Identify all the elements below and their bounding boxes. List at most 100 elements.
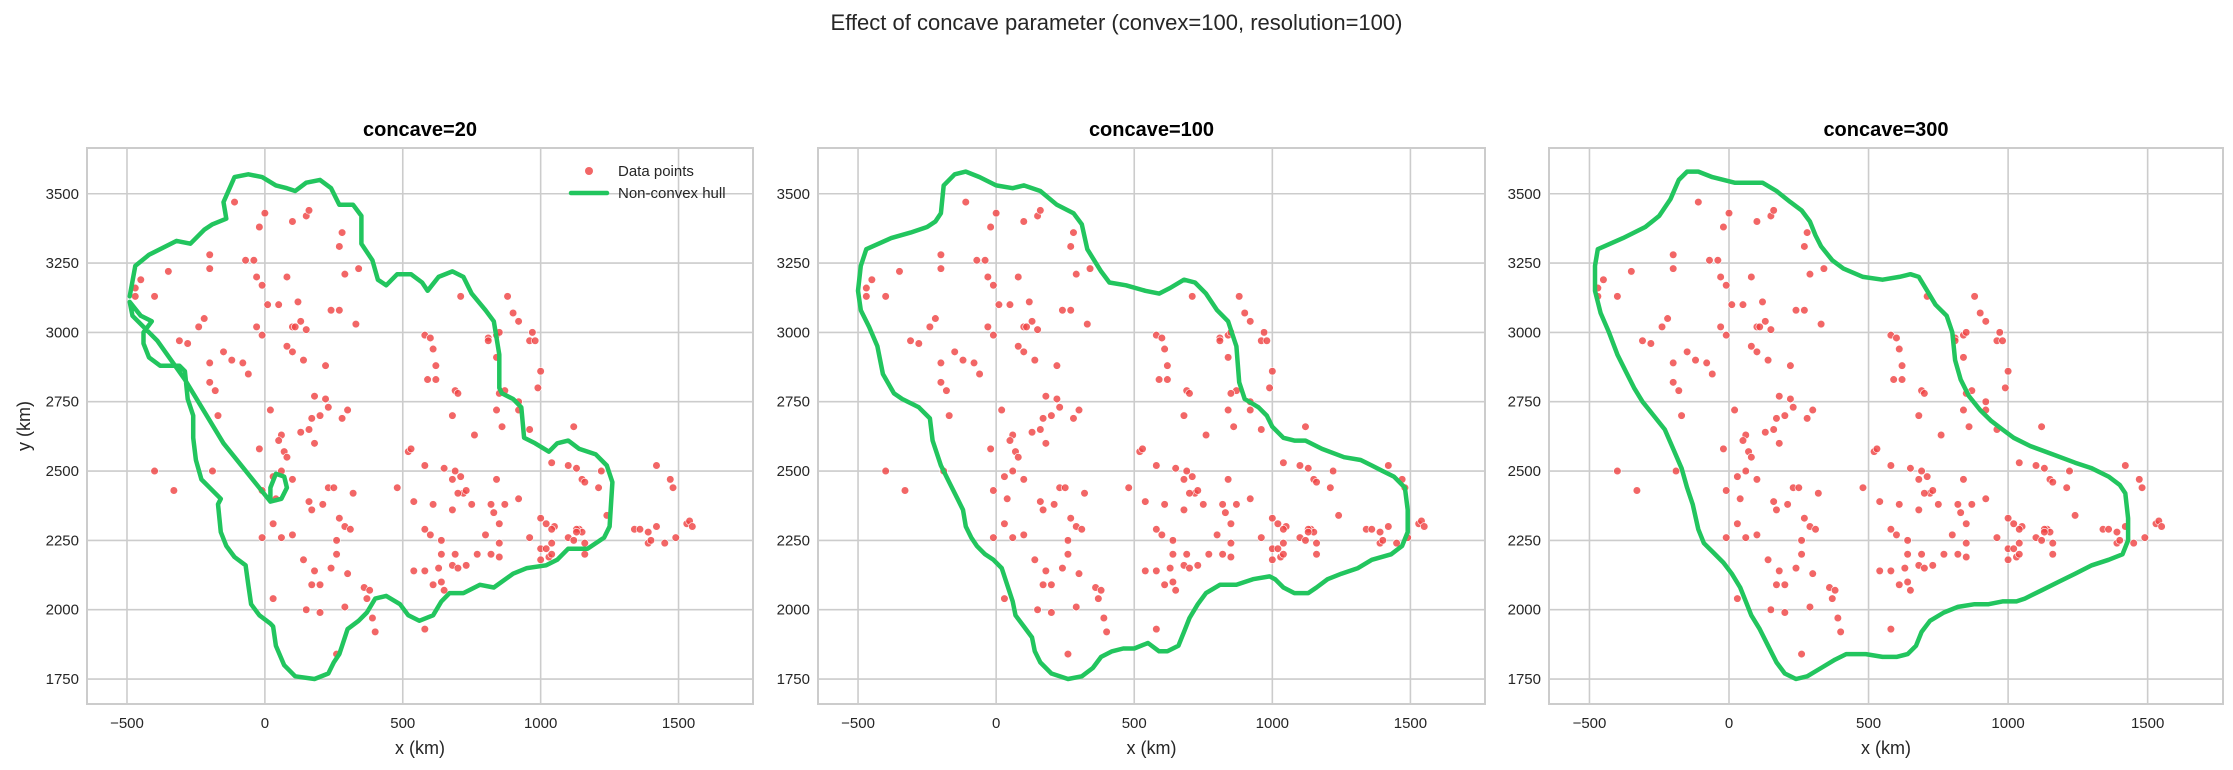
data-point xyxy=(335,514,344,523)
data-point xyxy=(580,550,589,559)
data-point xyxy=(1727,300,1736,309)
data-point xyxy=(958,356,968,365)
data-point xyxy=(528,328,537,337)
data-point xyxy=(428,344,438,354)
data-point xyxy=(980,256,990,265)
data-point xyxy=(1279,539,1288,548)
data-point xyxy=(1914,475,1923,484)
data-point xyxy=(420,461,429,470)
data-point xyxy=(492,405,501,415)
data-point xyxy=(1889,375,1898,384)
data-point xyxy=(1179,505,1189,514)
data-point xyxy=(263,300,272,309)
data-point xyxy=(2121,461,2130,470)
data-point xyxy=(1830,586,1840,595)
data-point xyxy=(1613,466,1622,476)
data-point xyxy=(1669,264,1678,273)
data-point xyxy=(983,322,992,331)
data-point xyxy=(1928,561,1937,570)
data-point xyxy=(150,292,159,301)
data-point xyxy=(205,264,214,273)
data-point xyxy=(486,550,496,559)
data-point xyxy=(1224,353,1233,362)
data-point xyxy=(1747,272,1756,282)
x-tick-label: 1000 xyxy=(1256,715,1289,732)
data-point xyxy=(486,500,496,509)
data-point xyxy=(428,580,438,589)
data-point xyxy=(277,533,286,542)
data-point xyxy=(1141,566,1150,575)
data-point xyxy=(2015,525,2024,534)
data-point xyxy=(213,411,223,420)
data-point xyxy=(431,375,440,384)
data-point xyxy=(205,378,214,387)
data-point xyxy=(1797,649,1806,659)
data-point xyxy=(1000,472,1009,481)
data-point xyxy=(1005,436,1015,445)
data-point xyxy=(1152,461,1161,470)
data-point xyxy=(1780,411,1789,420)
data-point xyxy=(1683,347,1692,356)
data-point xyxy=(1334,511,1343,520)
data-point xyxy=(1204,550,1213,559)
data-point xyxy=(1669,358,1678,368)
data-point xyxy=(340,270,349,279)
data-point xyxy=(1967,500,1976,509)
data-point xyxy=(2135,475,2144,484)
data-point xyxy=(351,319,360,329)
data-point xyxy=(1752,530,1762,539)
data-point xyxy=(409,566,418,575)
data-point xyxy=(536,514,545,523)
data-point xyxy=(1722,486,1731,495)
data-point xyxy=(453,564,463,573)
data-point xyxy=(1019,475,1028,484)
data-point xyxy=(354,264,363,273)
data-point xyxy=(660,539,669,548)
data-point xyxy=(1786,361,1795,370)
y-tick-label: 2000 xyxy=(777,602,810,619)
data-point xyxy=(1886,525,1895,534)
hull-line xyxy=(127,172,615,682)
axes-frame xyxy=(86,147,754,705)
data-point xyxy=(1212,530,1222,539)
y-tick-label: 3000 xyxy=(1508,324,1541,341)
data-point xyxy=(1036,497,1045,506)
data-point xyxy=(1168,536,1178,545)
data-point xyxy=(547,539,556,548)
axes-frame xyxy=(817,147,1486,705)
data-point xyxy=(1702,358,1711,368)
data-point xyxy=(1836,627,1845,637)
data-point xyxy=(1708,369,1717,379)
data-point xyxy=(1691,356,1700,365)
data-point xyxy=(219,347,228,356)
data-point xyxy=(269,594,278,603)
data-point xyxy=(448,411,457,420)
data-point xyxy=(1072,602,1081,612)
y-tick-label: 2250 xyxy=(46,532,79,549)
data-point xyxy=(497,422,507,431)
x-tick-label: 1000 xyxy=(1991,715,2024,732)
data-point xyxy=(1226,519,1236,528)
data-point xyxy=(1058,564,1067,573)
data-point xyxy=(1803,228,1812,237)
data-point xyxy=(1027,428,1037,437)
data-point xyxy=(1775,566,1784,575)
data-point xyxy=(1780,580,1789,589)
data-point xyxy=(495,519,504,528)
data-point xyxy=(1273,544,1282,553)
data-point xyxy=(992,209,1001,218)
data-point xyxy=(340,602,349,612)
hull-line xyxy=(1592,169,2131,682)
data-point xyxy=(1085,264,1095,273)
data-point xyxy=(288,475,297,484)
data-point xyxy=(249,256,258,265)
data-point xyxy=(428,500,438,509)
data-point xyxy=(1066,242,1075,251)
data-point xyxy=(1099,613,1108,623)
data-point xyxy=(1022,322,1031,331)
data-point xyxy=(1193,561,1202,570)
data-point xyxy=(1970,292,1979,301)
data-point xyxy=(1741,466,1750,476)
data-point xyxy=(531,336,540,345)
y-tick-label: 2750 xyxy=(1508,394,1541,411)
